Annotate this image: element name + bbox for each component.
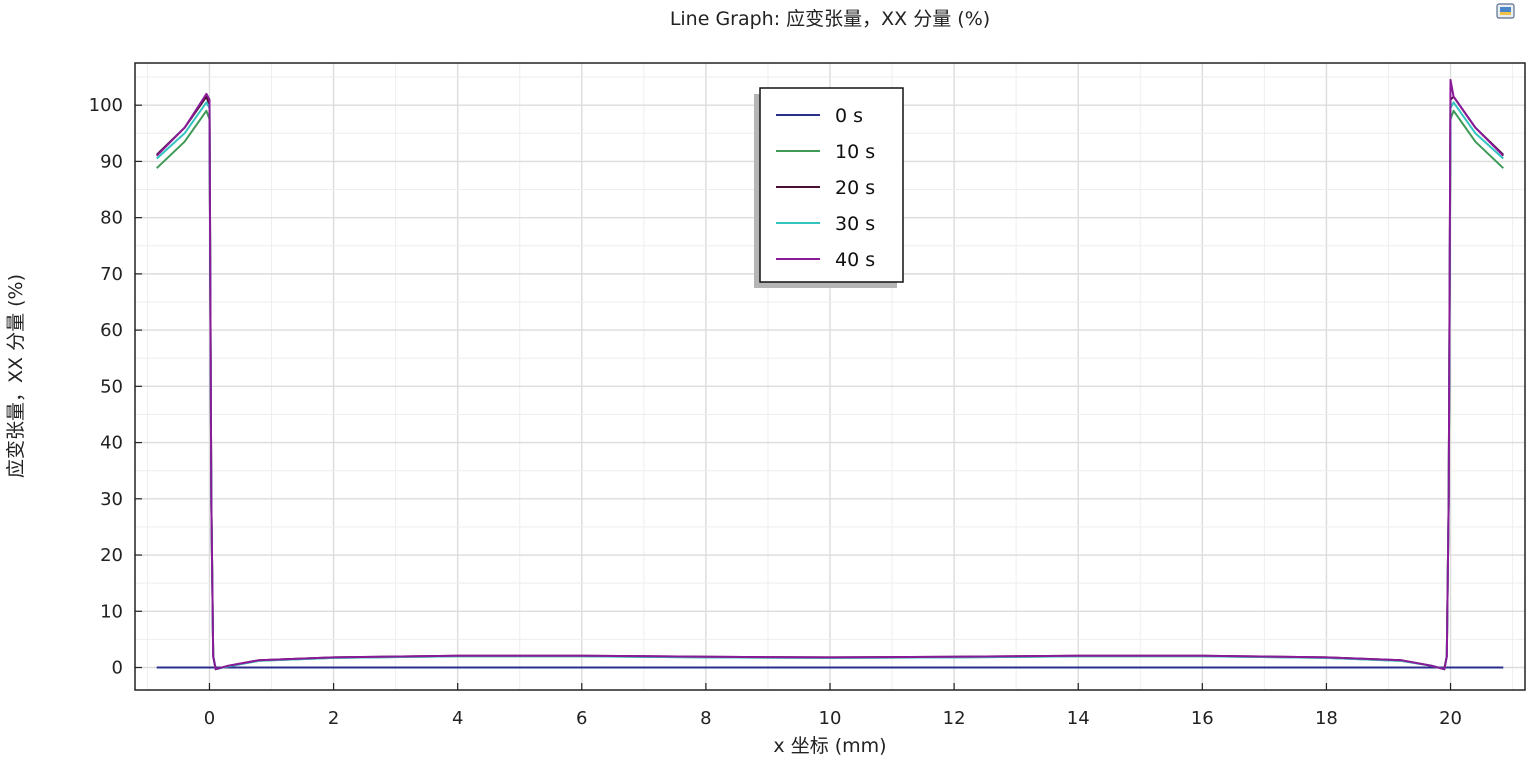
legend: 0 s 10 s 20 s 30 s 40 s bbox=[754, 87, 904, 288]
y-tick-label: 100 bbox=[89, 95, 123, 116]
x-tick-label: 12 bbox=[943, 708, 966, 729]
y-tick-label: 0 bbox=[112, 658, 123, 679]
x-tick-label: 8 bbox=[700, 708, 711, 729]
x-tick-label: 20 bbox=[1439, 708, 1462, 729]
x-tick-label: 10 bbox=[819, 708, 842, 729]
y-tick-label: 60 bbox=[100, 320, 123, 341]
x-tick-label: 0 bbox=[204, 708, 215, 729]
x-tick-label: 6 bbox=[576, 708, 587, 729]
y-tick-label: 10 bbox=[100, 601, 123, 622]
legend-label: 10 s bbox=[835, 141, 875, 163]
y-axis-label: 应变张量，XX 分量 (%) bbox=[5, 274, 27, 478]
y-tick-label: 90 bbox=[100, 151, 123, 172]
x-tick-label: 18 bbox=[1315, 708, 1338, 729]
y-tick-label: 50 bbox=[100, 376, 123, 397]
x-tick-label: 16 bbox=[1191, 708, 1214, 729]
chart-title: Line Graph: 应变张量，XX 分量 (%) bbox=[670, 8, 990, 30]
x-tick-label: 2 bbox=[328, 708, 339, 729]
legend-label: 0 s bbox=[835, 105, 863, 127]
axis-ticks: 0 2 4 6 8 10 12 14 16 18 20 0 10 20 30 40 50 60 70 80 90 100 bbox=[89, 95, 1462, 729]
x-axis-label: x 坐标 (mm) bbox=[773, 735, 886, 757]
legend-label: 40 s bbox=[835, 249, 875, 271]
y-tick-label: 20 bbox=[100, 545, 123, 566]
x-tick-label: 4 bbox=[452, 708, 463, 729]
series-lines bbox=[155, 78, 1505, 671]
image-export-icon[interactable] bbox=[1496, 2, 1516, 20]
x-tick-label: 14 bbox=[1067, 708, 1090, 729]
y-tick-label: 70 bbox=[100, 264, 123, 285]
legend-box bbox=[759, 87, 904, 283]
legend-label: 30 s bbox=[835, 213, 875, 235]
y-tick-label: 80 bbox=[100, 208, 123, 229]
y-tick-label: 30 bbox=[100, 489, 123, 510]
y-tick-label: 40 bbox=[100, 433, 123, 454]
legend-label: 20 s bbox=[835, 177, 875, 199]
series-line-40s bbox=[155, 78, 1505, 671]
